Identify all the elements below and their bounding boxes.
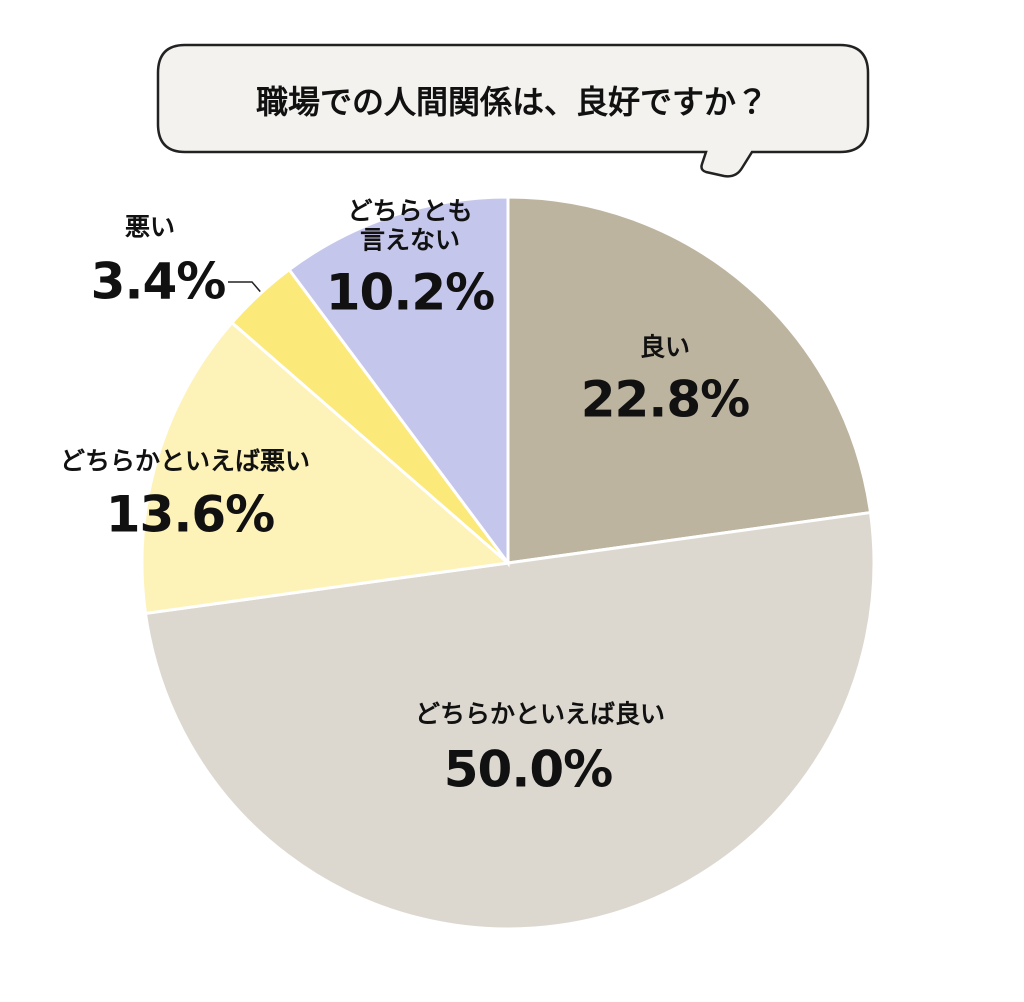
title-bubble [156, 43, 870, 178]
slice-category-label: 良い [639, 332, 691, 362]
slice-value-label: 50.0% [443, 740, 613, 799]
slice-value-label: 22.8% [580, 370, 750, 429]
pie-slice [140, 320, 512, 616]
slice-category-label: どちらとも言えない [347, 196, 473, 254]
slice-category-label: 悪い [124, 212, 176, 242]
slice-value-label: 10.2% [325, 263, 495, 322]
slice-category-label: どちらかといえば良い [414, 699, 666, 729]
slice-value-label: 13.6% [105, 485, 275, 544]
pie-slice [287, 195, 510, 568]
slice-category-label: どちらかといえば悪い [59, 446, 311, 476]
chart-title: 職場での人間関係は、良好ですか？ [255, 83, 769, 121]
slice-value-label: 3.4% [90, 252, 227, 311]
pie-slice [506, 195, 873, 565]
pie-slice [143, 510, 876, 931]
